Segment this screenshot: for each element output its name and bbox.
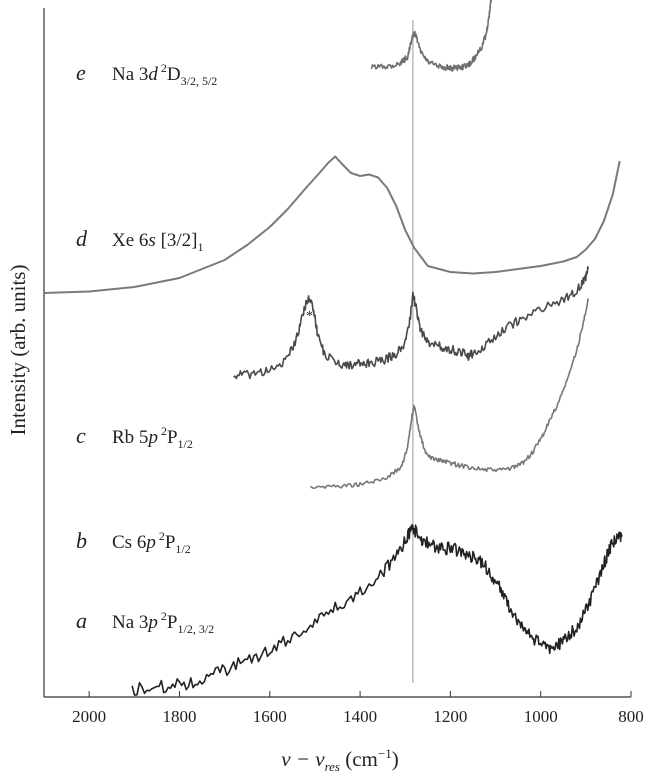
curve-label-c-orbital: p [146, 427, 158, 448]
curve-label-d-species: Xe 6 [112, 230, 148, 251]
curve-d [43, 155, 621, 294]
spectra-curves: * [43, 0, 623, 696]
curve-label-e-term: D [167, 64, 181, 85]
curve-c [233, 266, 589, 380]
curve-label-a-term: P [167, 612, 178, 633]
x-tick-label: 1600 [253, 707, 287, 726]
curve-letter-a: a [76, 608, 87, 633]
x-axis-title-unit: (cm [340, 747, 378, 771]
curve-letter-b: b [76, 528, 87, 553]
curve-label-e-sup: 2 [161, 61, 167, 75]
curve-label-e: Na 3d 2D3/2, 5/2 [112, 61, 217, 88]
x-axis-title-main: v − v [281, 747, 325, 771]
curve-label-a: Na 3p 2P1/2, 3/2 [112, 609, 214, 636]
curve-label-b-species: Cs 6 [112, 532, 146, 553]
curve-label-e-orbital: d [148, 64, 158, 85]
curve-label-d-sub: 1 [198, 240, 204, 254]
x-axis-title-unit-close: ) [392, 747, 399, 771]
curve-label-a-orbital: p [146, 612, 158, 633]
curve-b [309, 298, 589, 490]
curve-label-b-term: P [165, 532, 176, 553]
curve-label-c-species: Rb 5 [112, 427, 148, 448]
x-tick-label: 1800 [162, 707, 196, 726]
curve-label-a-species: Na 3 [112, 612, 148, 633]
curve-letter-c: c [76, 423, 86, 448]
x-axis-ticks: 2000 1800 1600 1400 1200 1000 800 [72, 691, 644, 726]
curve-letter-e: e [76, 60, 86, 85]
curve-e [370, 0, 493, 72]
y-axis-title: Intensity (arb. units) [6, 265, 30, 436]
curve-label-a-sub: 1/2, 3/2 [177, 622, 214, 636]
curve-label-c-sub: 1/2 [178, 437, 193, 451]
curve-label-d: Xe 6s [3/2]1 [112, 230, 204, 254]
curve-label-e-sub: 3/2, 5/2 [181, 74, 218, 88]
x-axis-title-sub: res [325, 759, 340, 774]
curve-label-a-sup: 2 [161, 609, 167, 623]
x-tick-label: 1200 [433, 707, 467, 726]
curve-label-b-sup: 2 [159, 529, 165, 543]
peak-annotation-star: * [306, 309, 313, 324]
curve-label-d-orbital: s [148, 230, 155, 251]
curve-label-c-sup: 2 [161, 424, 167, 438]
x-axis-title-unit-sup: −1 [378, 746, 392, 761]
curve-letter-d: d [76, 226, 88, 251]
x-axis-title: v − vres (cm−1) [281, 746, 398, 774]
x-tick-label: 1000 [524, 707, 558, 726]
x-tick-label: 800 [618, 707, 644, 726]
x-tick-label: 1400 [343, 707, 377, 726]
curve-label-b-sub: 1/2 [175, 542, 190, 556]
curve-label-c-term: P [167, 427, 178, 448]
curve-a [131, 524, 623, 696]
curve-label-b-orbital: p [144, 532, 156, 553]
curve-label-c: Rb 5p 2P1/2 [112, 424, 193, 451]
curve-label-b: Cs 6p 2P1/2 [112, 529, 191, 556]
curve-label-e-species: Na 3 [112, 64, 148, 85]
plot-frame [43, 8, 631, 698]
curve-label-d-term: [3/2] [156, 230, 198, 251]
x-tick-label: 2000 [72, 707, 106, 726]
curve-labels: e Na 3d 2D3/2, 5/2d Xe 6s [3/2]1c Rb 5p 2P1/2… [76, 60, 217, 636]
